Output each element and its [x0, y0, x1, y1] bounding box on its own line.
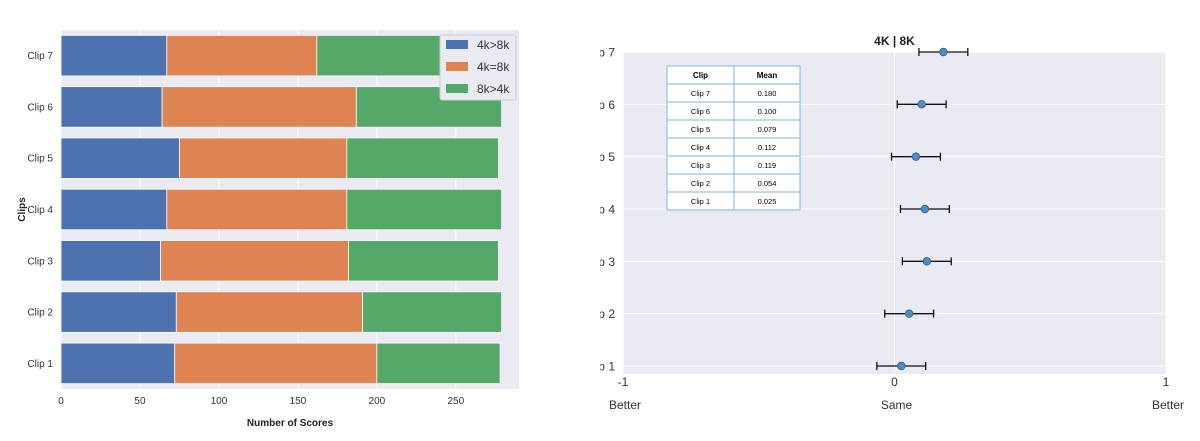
x-tick-label: 0	[58, 396, 64, 407]
chart-title: 4K | 8K	[874, 34, 915, 48]
table-value: 0.079	[758, 125, 777, 134]
bar-segment	[166, 188, 348, 231]
table-value: 0.100	[758, 107, 777, 116]
table-value: Clip 7	[691, 89, 710, 98]
mean-point	[904, 309, 914, 318]
table-header: Mean	[757, 71, 778, 80]
mean-point	[911, 152, 921, 161]
legend-label: 4k>8k	[477, 38, 510, 52]
x-tick-label: -1	[618, 375, 629, 389]
bar-segment	[179, 137, 348, 179]
y-axis-label: Clips	[17, 197, 28, 222]
bar-segment	[174, 342, 378, 385]
x-tick-label: 1	[1163, 375, 1170, 389]
y-tick-label: Clip 2	[600, 307, 615, 321]
x-tick-label: 200	[369, 396, 386, 407]
y-tick-label: Clip 7	[27, 51, 53, 62]
legend-label: 4k=8k	[477, 60, 510, 74]
table-header: Clip	[693, 71, 708, 80]
legend-swatch	[446, 62, 468, 71]
x-axis-label: Number of Scores	[247, 418, 334, 429]
y-tick-label: Clip 5	[600, 150, 615, 164]
table-value: 0.112	[758, 143, 776, 152]
table-value: Clip 4	[691, 143, 710, 152]
bar-segment	[376, 342, 501, 385]
y-tick-label: Clip 2	[27, 308, 53, 319]
y-tick-label: Clip 3	[600, 255, 615, 269]
y-tick-label: Clip 4	[600, 203, 615, 217]
y-tick-label: Clip 1	[600, 360, 615, 374]
table-value: 0.054	[758, 179, 777, 188]
table-value: Clip 5	[691, 125, 710, 134]
bar-segment	[60, 188, 168, 231]
bar-segment	[60, 34, 168, 77]
bar-segment	[60, 342, 176, 385]
bar-segment	[348, 240, 499, 282]
table-value: 0.119	[758, 161, 776, 170]
bar-segment	[60, 137, 180, 179]
x-tick-sublabel: Same	[881, 398, 913, 412]
bar-segment	[166, 34, 318, 77]
mean-point	[920, 204, 930, 214]
bar-segment	[161, 86, 357, 128]
bar-segment	[362, 291, 503, 333]
y-tick-label: Clip 1	[27, 359, 53, 370]
table-value: Clip 2	[691, 179, 710, 188]
table-value: Clip 3	[691, 161, 710, 170]
x-tick-label: 100	[211, 396, 228, 407]
legend: 4k>8k 4k=8k 8k>4k	[439, 34, 517, 101]
table-value: Clip 1	[691, 197, 710, 206]
x-tick-sublabel: Better	[609, 398, 641, 412]
legend-swatch	[446, 84, 468, 93]
bar-segment	[175, 291, 364, 333]
legend-box	[439, 34, 517, 101]
mean-point	[897, 361, 906, 371]
table-value: 0.180	[758, 89, 777, 98]
bar-segment	[60, 86, 163, 128]
mean-table: Clip Mean Clip 7 0.180 Clip 6 0.100 Clip 5 0.07…	[666, 65, 801, 211]
x-tick-label: 0	[891, 375, 898, 389]
y-tick-label: Clip 5	[27, 154, 53, 165]
bar-segment	[346, 137, 499, 179]
legend-swatch	[446, 40, 468, 49]
x-tick-label: 150	[290, 396, 307, 407]
table-cell	[733, 191, 801, 211]
bar-segment	[60, 240, 161, 282]
x-tick-sublabel: Better	[1152, 398, 1184, 412]
y-tick-label: Clip 7	[600, 46, 615, 60]
y-tick-label: Clip 6	[27, 102, 53, 113]
bar-segment	[60, 291, 177, 333]
bar-segment	[160, 240, 349, 282]
bar-segment	[346, 188, 503, 231]
mean-point	[917, 100, 926, 109]
legend-label: 8k>4k	[477, 82, 510, 96]
y-tick-label: Clip 3	[27, 256, 53, 267]
table-value: Clip 6	[691, 107, 710, 116]
table-value: 0.025	[758, 197, 777, 206]
y-tick-label: Clip 4	[27, 205, 53, 216]
y-tick-label: Clip 6	[600, 98, 615, 112]
mean-point	[922, 257, 932, 266]
x-tick-label: 50	[134, 396, 146, 407]
x-tick-label: 250	[447, 396, 464, 407]
mean-point	[939, 47, 948, 57]
